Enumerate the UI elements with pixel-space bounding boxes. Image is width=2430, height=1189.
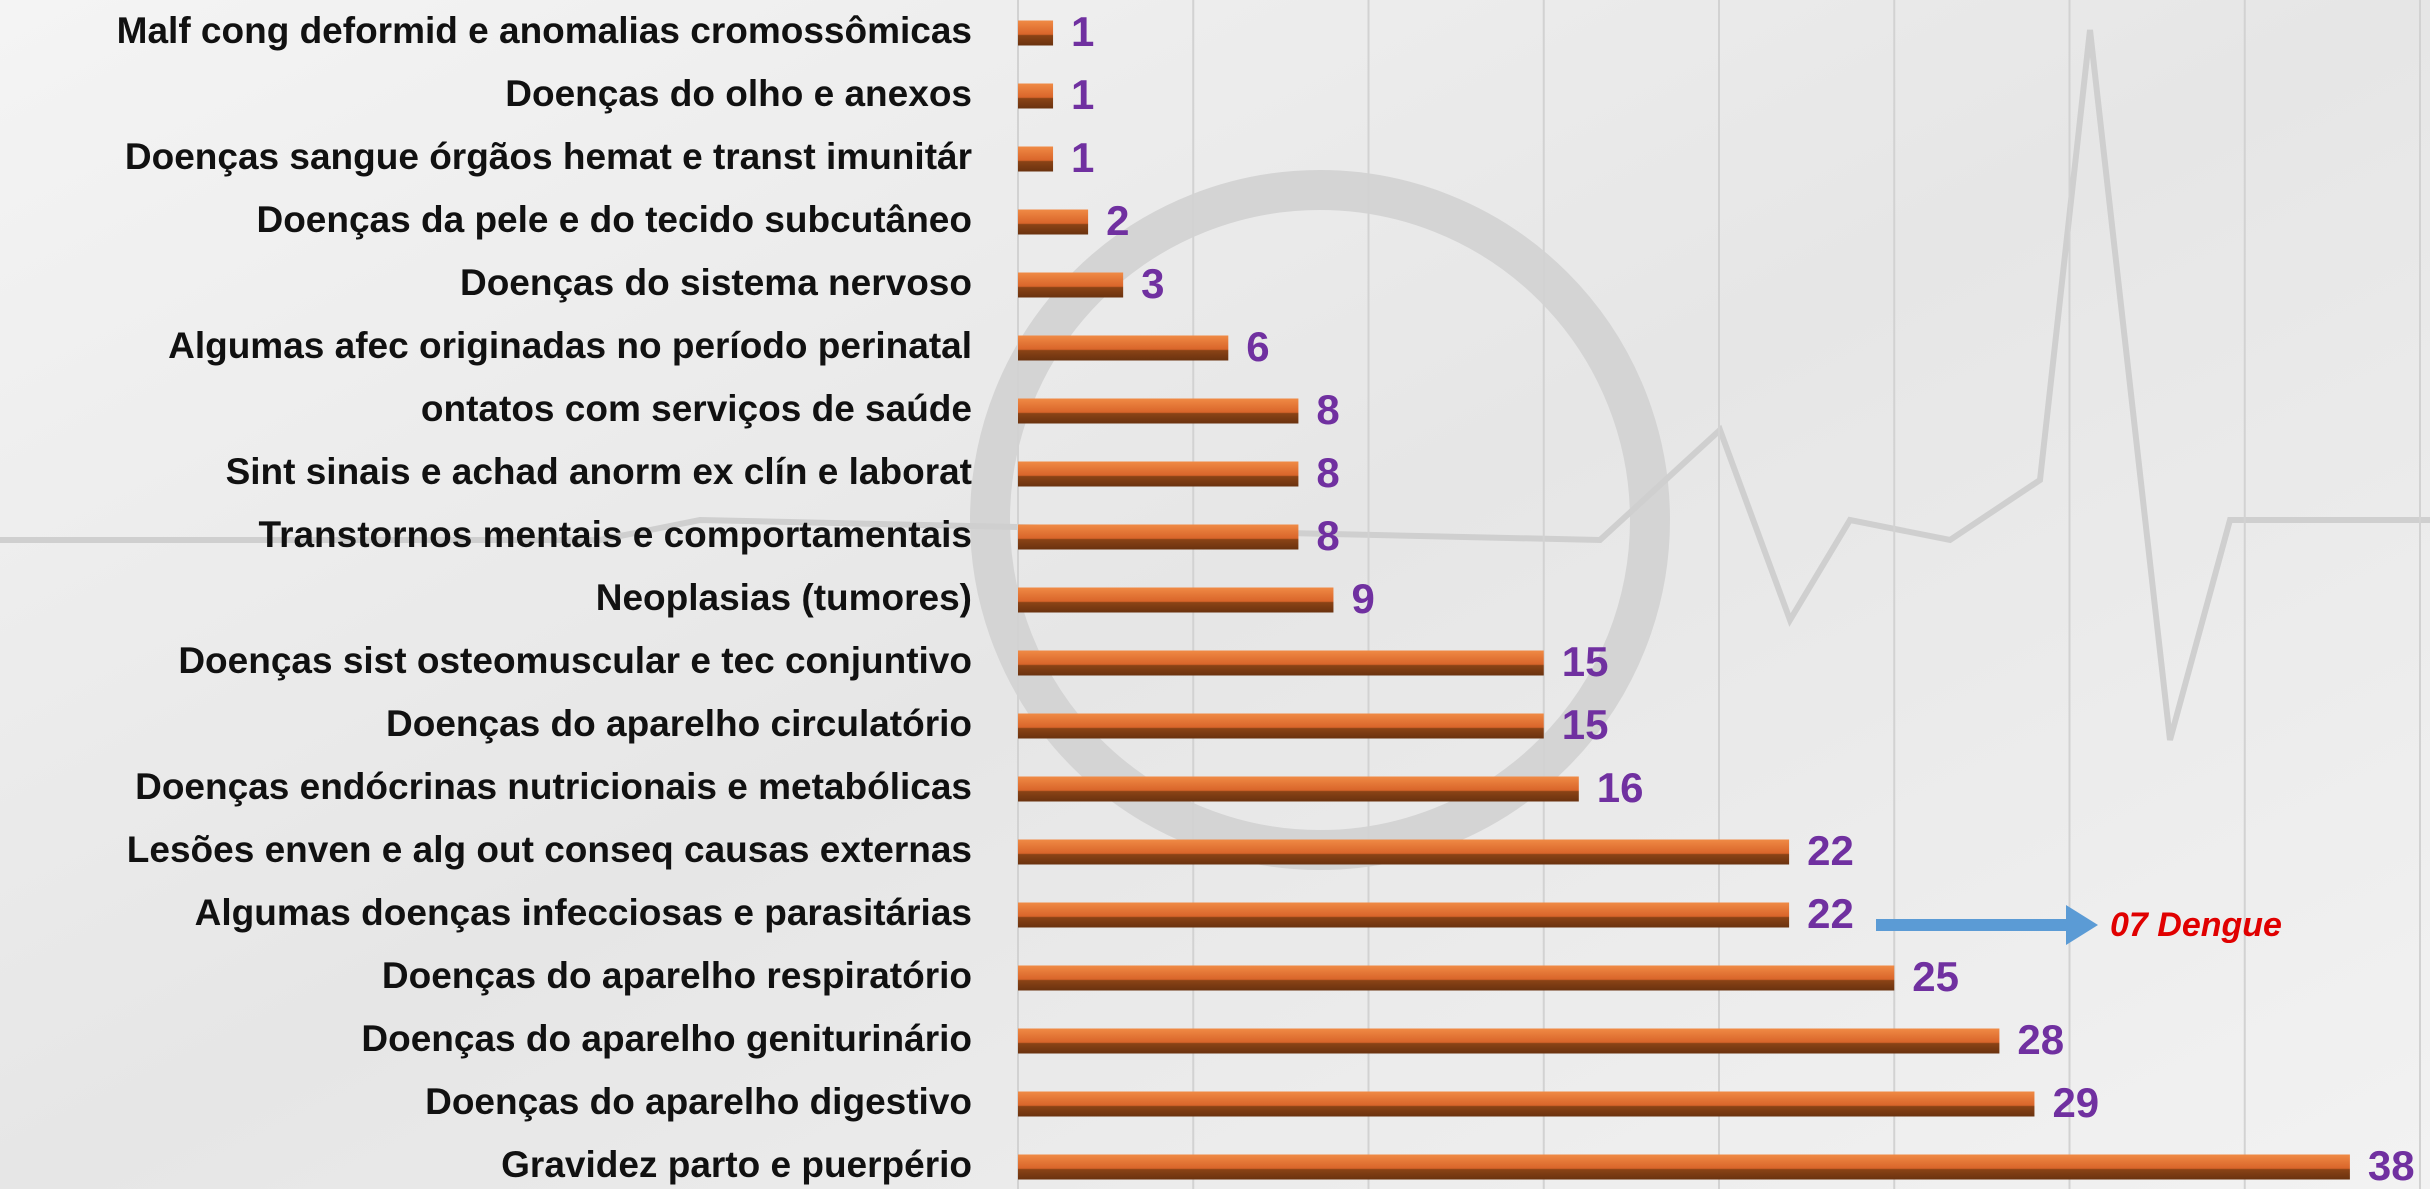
value-label: 8 — [1316, 386, 1339, 433]
category-label: Doenças do sistema nervoso — [460, 262, 972, 303]
bar — [1018, 650, 1544, 676]
value-label: 1 — [1071, 134, 1094, 181]
value-label: 6 — [1246, 323, 1269, 370]
bar — [1018, 524, 1299, 550]
bar — [1018, 398, 1299, 424]
category-label: Doenças sist osteomuscular e tec conjunt… — [178, 640, 972, 681]
bar — [1018, 20, 1054, 46]
bar — [1018, 1028, 2000, 1054]
value-label: 8 — [1316, 449, 1339, 496]
category-label: Doenças endócrinas nutricionais e metabó… — [135, 766, 972, 807]
category-label: Transtornos mentais e comportamentais — [259, 514, 972, 555]
category-label: Lesões enven e alg out conseq causas ext… — [127, 829, 972, 870]
ecg-line — [0, 29, 2430, 741]
annotation: 07 Dengue — [2110, 906, 2282, 944]
bar — [1018, 209, 1089, 235]
category-label: Algumas afec originadas no período perin… — [168, 325, 972, 366]
category-label: Doenças do aparelho circulatório — [386, 703, 972, 744]
value-label: 8 — [1316, 512, 1339, 559]
bar — [1018, 587, 1334, 613]
bar — [1018, 83, 1054, 109]
category-label: Doenças da pele e do tecido subcutâneo — [256, 199, 972, 240]
category-label: ontatos com serviços de saúde — [421, 388, 972, 429]
category-label: Malf cong deformid e anomalias cromossôm… — [117, 10, 972, 51]
category-label: Doenças do aparelho respiratório — [382, 955, 972, 996]
category-label: Sint sinais e achad anorm ex clín e labo… — [226, 451, 972, 492]
bar — [1018, 1091, 2035, 1117]
value-label: 16 — [1597, 764, 1644, 811]
bar — [1018, 776, 1579, 802]
category-label: Doenças do aparelho geniturinário — [361, 1018, 972, 1059]
value-label: 29 — [2052, 1079, 2099, 1126]
bar — [1018, 146, 1054, 172]
bar — [1018, 272, 1124, 298]
value-label: 2 — [1106, 197, 1129, 244]
value-label: 22 — [1807, 890, 1854, 937]
category-label: Algumas doenças infecciosas e parasitári… — [195, 892, 972, 933]
bar — [1018, 965, 1895, 991]
category-label: Doenças do olho e anexos — [505, 73, 972, 114]
bar — [1018, 1154, 2350, 1180]
value-label: 22 — [1807, 827, 1854, 874]
value-label: 1 — [1071, 71, 1094, 118]
bar — [1018, 902, 1790, 928]
category-label: Doenças sangue órgãos hemat e transt imu… — [125, 136, 972, 177]
value-label: 25 — [1912, 953, 1959, 1000]
bar — [1018, 335, 1229, 361]
plot-area: Malf cong deformid e anomalias cromossôm… — [117, 0, 2421, 1189]
bar — [1018, 839, 1790, 865]
value-label: 9 — [1351, 575, 1374, 622]
value-label: 38 — [2368, 1142, 2415, 1189]
annotation-arrowhead — [2066, 905, 2098, 945]
value-label: 1 — [1071, 8, 1094, 55]
value-label: 28 — [2017, 1016, 2064, 1063]
category-label: Doenças do aparelho digestivo — [425, 1081, 972, 1122]
bar — [1018, 713, 1544, 739]
category-label: Neoplasias (tumores) — [596, 577, 972, 618]
category-label: Gravidez parto e puerpério — [501, 1144, 972, 1185]
value-label: 15 — [1562, 638, 1609, 685]
value-label: 15 — [1562, 701, 1609, 748]
value-label: 3 — [1141, 260, 1164, 307]
bar — [1018, 461, 1299, 487]
